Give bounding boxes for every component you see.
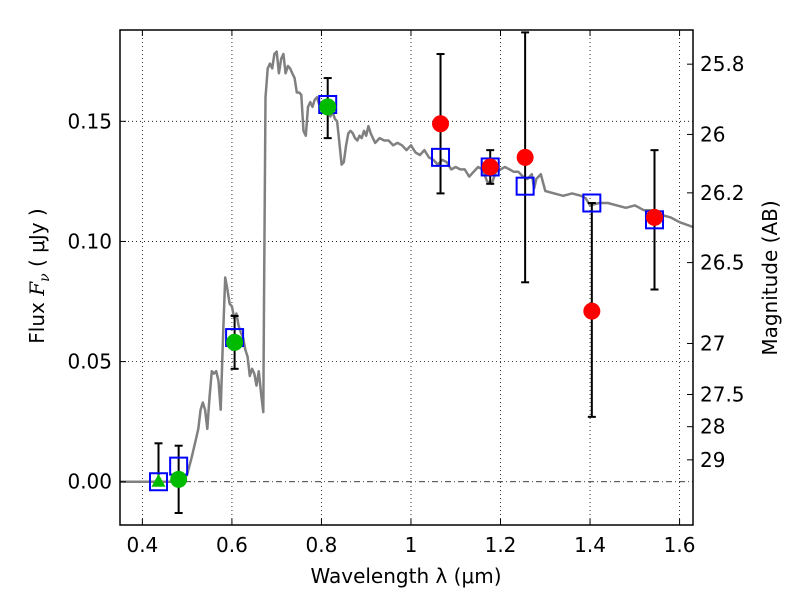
y2-tick-label: 26.2	[700, 181, 745, 205]
model-square-marker	[148, 472, 168, 492]
red-data-point	[516, 148, 534, 166]
spectrum-group	[120, 50, 694, 483]
plot-frame	[119, 29, 694, 526]
y2-tick-label: 28	[700, 415, 725, 439]
green-data-point	[226, 333, 244, 351]
red-data-point	[481, 158, 499, 176]
x-tick-label: 1.6	[664, 533, 696, 557]
x-tick-label: 1.4	[574, 533, 606, 557]
red-data-point	[432, 115, 450, 133]
y-tick-label: 0.10	[67, 229, 112, 253]
y2-tick-label: 29	[700, 448, 725, 472]
y-axis-label-text: Flux	[25, 296, 49, 344]
x-tick-label: 0.8	[306, 533, 338, 557]
green-triangle-marker	[151, 473, 166, 487]
y-axis-label-units: ( μJy )	[25, 208, 49, 273]
y2-tick-label: 26.5	[700, 251, 745, 275]
y2-tick-label: 27	[700, 331, 725, 355]
y-tick-label: 0.15	[67, 109, 112, 133]
red-data-point	[646, 208, 664, 226]
green-data-point	[319, 98, 337, 116]
y2-axis-ticks: 25.8 26 26.2 26.5 27 27.5 28 29	[687, 52, 745, 472]
y-axis-ticks: 0.00 0.05 0.10 0.15	[67, 109, 126, 494]
model-spectrum-line	[120, 50, 694, 483]
y2-tick-label: 27.5	[700, 383, 745, 407]
x-axis-label: Wavelength λ (μm)	[310, 564, 501, 588]
x-axis-ticks: 0.4 0.6 0.8 1 1.2 1.4 1.6	[126, 30, 695, 557]
grid-lines	[120, 30, 693, 525]
x-tick-label: 1	[405, 533, 418, 557]
data-markers	[148, 94, 665, 492]
x-tick-label: 0.6	[216, 533, 248, 557]
model-square-marker	[431, 147, 451, 167]
y2-axis-label: Magnitude (AB)	[758, 200, 782, 355]
y2-tick-label: 25.8	[700, 52, 745, 76]
green-data-point	[170, 470, 188, 488]
y-tick-label: 0.05	[67, 350, 112, 374]
y-axis-label-subscript: ν	[37, 273, 53, 282]
red-data-point	[583, 302, 601, 320]
y-axis-label-symbol: F	[25, 281, 49, 297]
y-axis-label: Flux Fν ( μJy )	[25, 208, 53, 343]
x-tick-label: 1.2	[485, 533, 517, 557]
model-square-marker	[582, 193, 602, 213]
y-tick-label: 0.00	[67, 470, 112, 494]
y2-tick-label: 26	[700, 122, 725, 146]
x-tick-label: 0.4	[126, 533, 158, 557]
model-square-marker	[515, 176, 535, 196]
